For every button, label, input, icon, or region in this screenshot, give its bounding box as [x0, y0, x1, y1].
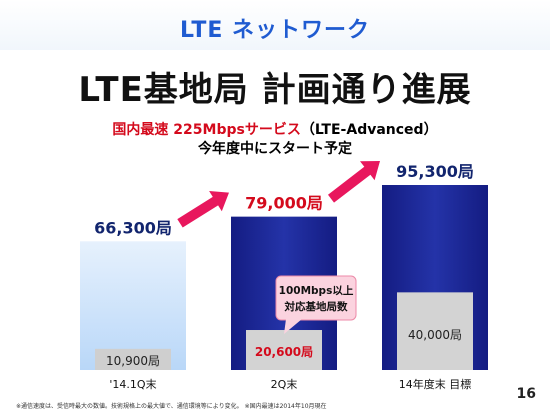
callout-line-2: 対応基地局数 [284, 300, 348, 313]
subtitle-line-2: 今年度中にスタート予定 [198, 141, 352, 157]
callout-pointer [284, 319, 302, 334]
total-value-label-2: 95,300局 [396, 162, 474, 181]
bar-sub-2 [397, 292, 473, 370]
subtitle-highlight: 国内最速 225Mbpsサービス [112, 122, 301, 138]
callout-bubble [275, 275, 357, 321]
sub-value-label-1: 20,600局 [255, 345, 313, 359]
growth-arrow-1 [328, 161, 380, 203]
total-value-label-0: 66,300局 [94, 218, 172, 237]
slide-title: LTE基地局 計画通り進展 [78, 70, 472, 110]
category-label-1: 2Q末 [271, 377, 298, 391]
page-number: 16 [516, 386, 536, 402]
total-value-label-1: 79,000局 [245, 194, 323, 213]
callout-line-1: 100Mbps以上 [279, 284, 354, 297]
sub-value-label-2: 40,000局 [408, 328, 462, 342]
bar-total-0 [80, 241, 186, 370]
growth-arrow-0 [177, 191, 229, 228]
subtitle-line-1: 国内最速 225Mbpsサービス（LTE-Advanced） [0, 119, 550, 139]
slide-header [0, 0, 550, 50]
sub-value-label-0: 10,900局 [106, 354, 160, 368]
bar-sub-0 [95, 348, 171, 370]
category-label-2: 14年度末 目標 [399, 377, 472, 391]
category-label-0: '14.1Q末 [109, 377, 156, 391]
bar-sub-1 [246, 330, 322, 370]
header-title: LTE ネットワーク [179, 18, 371, 43]
footnote: ※通信速度は、受信時最大の数値。技術規格上の最大値で、通信環境等により変化。 ※… [16, 403, 327, 410]
subtitle-advanced: （LTE-Advanced） [300, 122, 438, 138]
